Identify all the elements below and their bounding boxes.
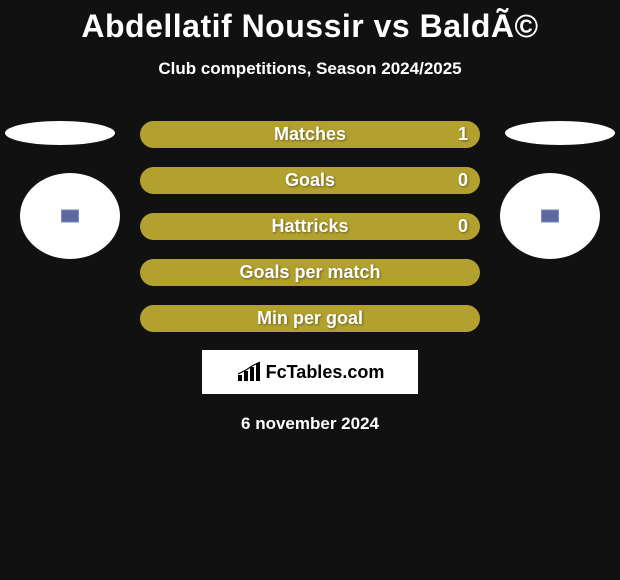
stat-value: 0 xyxy=(458,170,468,191)
page-title: Abdellatif Noussir vs BaldÃ© xyxy=(0,0,620,45)
stat-label: Min per goal xyxy=(257,308,363,329)
content-area: Matches 1 Goals 0 Hattricks 0 Goals per … xyxy=(0,121,620,434)
stat-value: 0 xyxy=(458,216,468,237)
stat-label: Goals xyxy=(285,170,335,191)
page-subtitle: Club competitions, Season 2024/2025 xyxy=(0,59,620,79)
stat-label: Goals per match xyxy=(239,262,380,283)
stat-row-hattricks: Hattricks 0 xyxy=(140,213,480,240)
stat-label: Matches xyxy=(274,124,346,145)
stat-row-goals-per-match: Goals per match xyxy=(140,259,480,286)
stat-label: Hattricks xyxy=(271,216,348,237)
brand-text: FcTables.com xyxy=(266,362,385,383)
stat-row-min-per-goal: Min per goal xyxy=(140,305,480,332)
stat-row-matches: Matches 1 xyxy=(140,121,480,148)
bars-chart-icon xyxy=(236,361,262,383)
footer-date: 6 november 2024 xyxy=(0,414,620,434)
stat-bars: Matches 1 Goals 0 Hattricks 0 Goals per … xyxy=(0,121,620,332)
stat-row-goals: Goals 0 xyxy=(140,167,480,194)
brand-badge: FcTables.com xyxy=(202,350,418,394)
stat-value: 1 xyxy=(458,124,468,145)
